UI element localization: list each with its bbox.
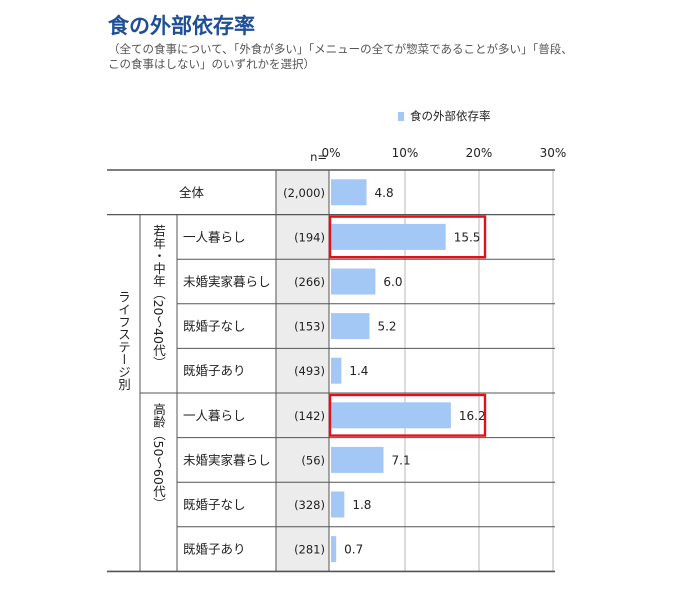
data-label: 5.2: [377, 320, 396, 334]
row-label: 既婚子あり: [183, 542, 246, 557]
highlight-box: [328, 215, 487, 259]
data-label: 1.4: [349, 364, 368, 378]
row-label: 一人暮らし: [183, 229, 246, 244]
bar: [331, 268, 376, 295]
n-value: (153): [294, 320, 325, 334]
n-column-bg: [276, 170, 329, 572]
legend-swatch: [398, 111, 404, 121]
x-tick-label: 10%: [392, 146, 419, 160]
data-label: 0.7: [344, 543, 363, 557]
data-label: 15.5: [454, 230, 481, 244]
bar: [331, 491, 345, 518]
data-label: 4.8: [375, 186, 394, 200]
group-label: 高齢（50～60代）: [151, 402, 166, 510]
x-tick-label: 0%: [321, 146, 340, 160]
row-label: 既婚子なし: [183, 319, 246, 334]
data-label: 6.0: [383, 275, 402, 289]
highlight-box: [328, 393, 487, 437]
outer-group-label: ライフステージ別: [116, 291, 131, 392]
bar: [331, 536, 337, 563]
row-label: 一人暮らし: [183, 408, 246, 423]
row-label: 全体: [179, 185, 205, 200]
n-value: (493): [294, 364, 325, 378]
row-label: 未婚実家暮らし: [183, 274, 271, 289]
row-label: 既婚子なし: [183, 497, 246, 512]
bar: [331, 223, 446, 250]
n-value: (328): [294, 498, 325, 512]
bar: [331, 313, 370, 340]
bar: [331, 357, 342, 384]
row-label: 未婚実家暮らし: [183, 452, 271, 467]
n-value: (266): [294, 275, 325, 289]
legend: 食の外部依存率: [398, 108, 491, 124]
chart-subtitle: （全ての食事について、「外食が多い」「メニューの全てが惣菜であることが多い」「普…: [108, 42, 573, 71]
data-label: 7.1: [392, 453, 411, 467]
bar: [331, 402, 451, 429]
row-label: 既婚子あり: [183, 363, 246, 378]
n-value: (56): [301, 453, 325, 467]
n-value: (2,000): [283, 186, 325, 200]
n-header: n=: [310, 150, 327, 164]
n-value: (281): [294, 543, 325, 557]
bar: [331, 179, 367, 206]
group-label: 若年・中年（20～40代）: [151, 224, 166, 369]
chart-title: 食の外部依存率: [108, 14, 255, 38]
n-value: (194): [294, 230, 325, 244]
bar: [331, 446, 384, 473]
legend-label: 食の外部依存率: [410, 109, 491, 123]
n-value: (142): [294, 409, 325, 423]
x-tick-label: 30%: [540, 146, 567, 160]
x-tick-label: 20%: [466, 146, 493, 160]
data-label: 1.8: [352, 498, 371, 512]
data-label: 16.2: [459, 409, 486, 423]
